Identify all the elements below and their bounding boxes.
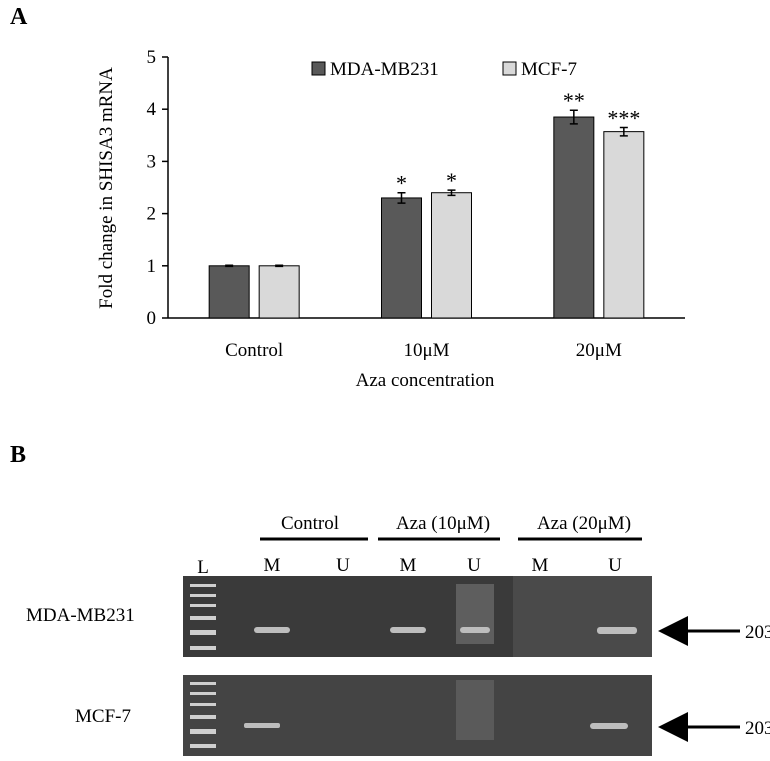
error-bar	[619, 126, 628, 137]
band-size-label: 203 bp	[745, 718, 770, 739]
sample-bands	[244, 584, 637, 740]
bar	[381, 197, 422, 319]
lane-label: U	[336, 555, 350, 576]
row-label: MDA-MB231	[26, 605, 135, 626]
group-label: Control	[281, 513, 339, 534]
lane-label: L	[197, 557, 209, 578]
legend-label: MDA-MB231	[330, 59, 439, 80]
group-label: Aza (10μM)	[396, 513, 490, 534]
band-size-label: 203 bp	[745, 622, 770, 643]
y-axis-label: Fold change in SHISA3 mRNA	[96, 67, 117, 309]
error-bar	[275, 264, 284, 268]
y-tick-label: 4	[147, 99, 157, 120]
legend-swatch	[502, 61, 517, 76]
lane-label: M	[532, 555, 549, 576]
significance: *	[396, 171, 407, 196]
bar	[603, 131, 645, 319]
group-label: Aza (20μM)	[537, 513, 631, 534]
significance: ***	[607, 105, 640, 130]
y-tick-label: 3	[147, 151, 157, 172]
gel-image	[513, 576, 652, 657]
lane-label: M	[400, 555, 417, 576]
gel: Control Aza (10μM) Aza (20μM) L M U M U …	[26, 513, 770, 756]
y-tick-label: 0	[147, 308, 157, 329]
significance: **	[563, 88, 585, 113]
lane-label: U	[467, 555, 481, 576]
y-tick-label: 2	[147, 204, 157, 225]
y-tick-label: 5	[147, 47, 157, 68]
significance: *	[446, 168, 457, 193]
lane-label: M	[264, 555, 281, 576]
lane-label: U	[608, 555, 622, 576]
row-label: MCF-7	[75, 706, 131, 727]
y-tick-label: 1	[147, 256, 157, 277]
ladder-bands	[190, 584, 216, 748]
bar	[431, 192, 472, 319]
x-tick-label: Control	[225, 340, 283, 361]
panel-label: B	[10, 442, 26, 468]
x-tick-label: 20μM	[576, 340, 622, 361]
gel-image	[183, 675, 652, 756]
x-tick-label: 10μM	[403, 340, 449, 361]
bar	[553, 116, 595, 319]
x-axis-label: Aza concentration	[356, 370, 495, 391]
bar	[208, 265, 250, 319]
error-bar	[447, 189, 456, 197]
error-bar	[225, 264, 234, 268]
legend-label: MCF-7	[521, 59, 577, 80]
error-bar	[569, 109, 578, 125]
error-bar	[397, 191, 406, 204]
legend-swatch	[311, 61, 326, 76]
panel-label: A	[10, 4, 28, 30]
bar	[258, 265, 300, 319]
